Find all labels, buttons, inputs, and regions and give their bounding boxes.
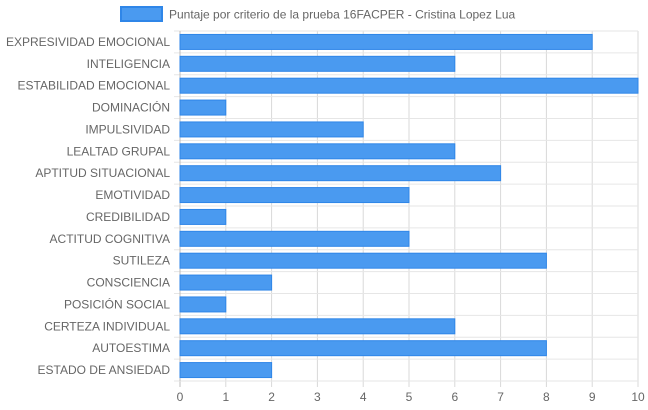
bar [179, 121, 364, 138]
bar [179, 143, 456, 160]
bar [179, 252, 547, 269]
category-label: CREDIBILIDAD [86, 210, 170, 224]
x-tick-label: 9 [589, 390, 596, 404]
x-tick-label: 8 [543, 390, 550, 404]
bars [179, 33, 639, 379]
x-axis-ticks: 0 1 2 3 4 5 6 7 8 9 10 [177, 390, 645, 404]
x-tick-label: 5 [406, 390, 413, 404]
category-label: EMOTIVIDAD [95, 188, 170, 202]
x-tick-label: 3 [314, 390, 321, 404]
x-tick-label: 1 [222, 390, 229, 404]
category-label: LEALTAD GRUPAL [67, 144, 171, 158]
bar [179, 274, 273, 291]
category-label: DOMINACIÓN [92, 100, 170, 115]
x-tick-label: 4 [360, 390, 367, 404]
bar [179, 318, 456, 335]
x-tick-label: 10 [631, 390, 645, 404]
bar [179, 77, 639, 94]
category-label: ESTABILIDAD EMOCIONAL [18, 79, 171, 93]
bar [179, 208, 227, 225]
bar [179, 55, 456, 72]
x-tick-label: 2 [268, 390, 275, 404]
bar [179, 33, 593, 50]
category-label: ACTITUD COGNITIVA [50, 232, 170, 246]
category-label: POSICIÓN SOCIAL [64, 296, 170, 311]
category-label: IMPULSIVIDAD [85, 122, 170, 136]
x-tick-label: 7 [497, 390, 504, 404]
x-tick-label: 0 [177, 390, 184, 404]
category-label: EXPRESIVIDAD EMOCIONAL [6, 35, 170, 49]
bar [179, 340, 547, 357]
category-label: CONSCIENCIA [87, 276, 170, 290]
legend[interactable]: Puntaje por criterio de la prueba 16FACP… [120, 6, 516, 22]
category-labels: EXPRESIVIDAD EMOCIONAL INTELIGENCIA ESTABI… [6, 35, 170, 377]
bar [179, 187, 410, 204]
category-label: INTELIGENCIA [87, 57, 170, 71]
bar [179, 296, 227, 313]
bar [179, 362, 273, 379]
category-label: SUTILEZA [113, 254, 170, 268]
bar [179, 230, 410, 247]
bar [179, 165, 502, 182]
category-label: CERTEZA INDIVIDUAL [44, 319, 170, 333]
category-label: AUTOESTIMA [92, 341, 170, 355]
legend-swatch [120, 6, 163, 22]
category-label: APTITUD SITUACIONAL [35, 166, 170, 180]
category-label: ESTADO DE ANSIEDAD [38, 363, 171, 377]
bar [179, 99, 227, 116]
legend-label: Puntaje por criterio de la prueba 16FACP… [169, 8, 516, 22]
x-tick-label: 6 [451, 390, 458, 404]
